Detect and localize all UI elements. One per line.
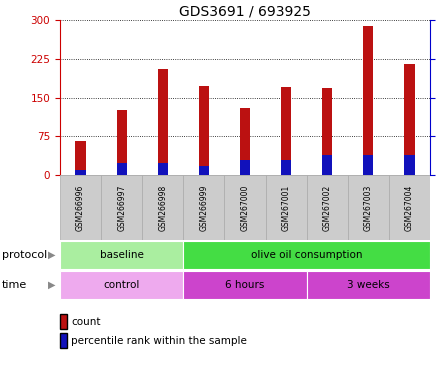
Text: GSM267001: GSM267001 [282, 184, 290, 231]
Bar [183, 175, 224, 240]
Bar [307, 271, 430, 300]
Bar [183, 271, 307, 300]
Bar [199, 86, 209, 175]
Bar [240, 108, 250, 175]
Bar [404, 155, 414, 175]
Bar [363, 155, 374, 175]
Bar [158, 162, 168, 175]
Text: baseline: baseline [100, 250, 143, 260]
Bar [60, 241, 183, 270]
Text: GSM267002: GSM267002 [323, 184, 332, 231]
Bar [75, 170, 86, 175]
Bar [60, 271, 183, 300]
Bar [101, 175, 142, 240]
Text: count: count [71, 316, 101, 326]
Text: GSM266996: GSM266996 [76, 184, 85, 231]
Bar [322, 155, 332, 175]
Bar [224, 175, 266, 240]
Text: percentile rank within the sample: percentile rank within the sample [71, 336, 247, 346]
Text: GSM266997: GSM266997 [117, 184, 126, 231]
Bar [307, 175, 348, 240]
Bar [158, 69, 168, 175]
Bar [60, 175, 101, 240]
Text: GSM267003: GSM267003 [364, 184, 373, 231]
Bar [183, 241, 430, 270]
Text: ▶: ▶ [48, 280, 55, 290]
Bar [281, 87, 291, 175]
Text: GSM266998: GSM266998 [158, 184, 167, 231]
Bar [75, 141, 86, 175]
Text: GSM267000: GSM267000 [241, 184, 249, 231]
Text: control: control [103, 280, 140, 290]
Bar [363, 26, 374, 175]
Bar [142, 175, 183, 240]
Bar [281, 159, 291, 175]
Bar [266, 175, 307, 240]
Text: GSM267004: GSM267004 [405, 184, 414, 231]
Text: GSM266999: GSM266999 [199, 184, 209, 231]
Bar [389, 175, 430, 240]
Text: 3 weeks: 3 weeks [347, 280, 390, 290]
Text: 6 hours: 6 hours [225, 280, 265, 290]
Bar [404, 64, 414, 175]
Bar [322, 88, 332, 175]
Text: protocol: protocol [2, 250, 48, 260]
Bar [117, 111, 127, 175]
Text: olive oil consumption: olive oil consumption [251, 250, 363, 260]
Text: ▶: ▶ [48, 250, 55, 260]
Bar [117, 162, 127, 175]
Text: time: time [2, 280, 27, 290]
Title: GDS3691 / 693925: GDS3691 / 693925 [179, 5, 311, 19]
Bar [348, 175, 389, 240]
Bar [199, 166, 209, 175]
Bar [240, 159, 250, 175]
